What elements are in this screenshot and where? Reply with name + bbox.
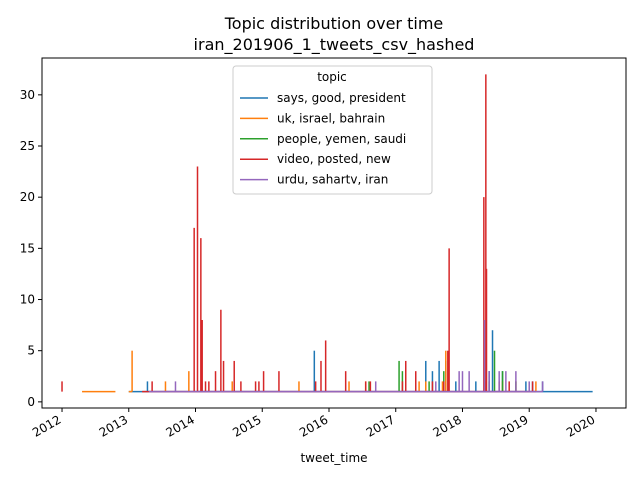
series-1 [82, 350, 537, 393]
x-tick-label: 2013 [97, 412, 130, 439]
x-tick-label: 2015 [230, 412, 263, 439]
x-tick-label: 2012 [30, 412, 63, 439]
plot-series [61, 74, 593, 393]
chart-subtitle: iran_201906_1_tweets_csv_hashed [194, 35, 475, 55]
y-tick-label: 10 [20, 293, 35, 307]
legend-item-4: urdu, sahartv, iran [277, 173, 388, 187]
y-axis: 0 5 10 15 20 25 30 [20, 88, 42, 409]
y-tick-label: 0 [27, 395, 35, 409]
x-tick-label: 2019 [497, 412, 530, 439]
legend-item-1: uk, israel, bahrain [277, 111, 385, 125]
y-tick-label: 25 [20, 139, 35, 153]
x-tick-label: 2017 [364, 412, 397, 439]
series-4 [148, 319, 544, 393]
x-tick-label: 2020 [564, 412, 597, 439]
y-tick-label: 15 [20, 241, 35, 255]
y-tick-label: 5 [27, 344, 35, 358]
x-tick-label: 2014 [164, 412, 197, 439]
y-tick-label: 20 [20, 190, 35, 204]
legend-item-2: people, yemen, saudi [277, 132, 406, 146]
x-axis: 2012 2013 2014 2015 2016 2017 2018 2019 2020 [30, 408, 597, 440]
x-axis-label: tweet_time [300, 451, 367, 465]
y-tick-label: 30 [20, 88, 35, 102]
plot-frame [41, 57, 627, 409]
series-0 [128, 330, 593, 393]
legend-item-0: says, good, president [277, 91, 406, 105]
legend-item-3: video, posted, new [277, 152, 391, 166]
legend: topic says, good, president uk, israel, ba… [232, 65, 433, 195]
legend-box [232, 65, 433, 195]
legend-title: topic [317, 70, 347, 84]
chart-title: Topic distribution over time [224, 14, 444, 33]
x-tick-label: 2018 [431, 412, 464, 439]
x-tick-label: 2016 [297, 412, 330, 439]
